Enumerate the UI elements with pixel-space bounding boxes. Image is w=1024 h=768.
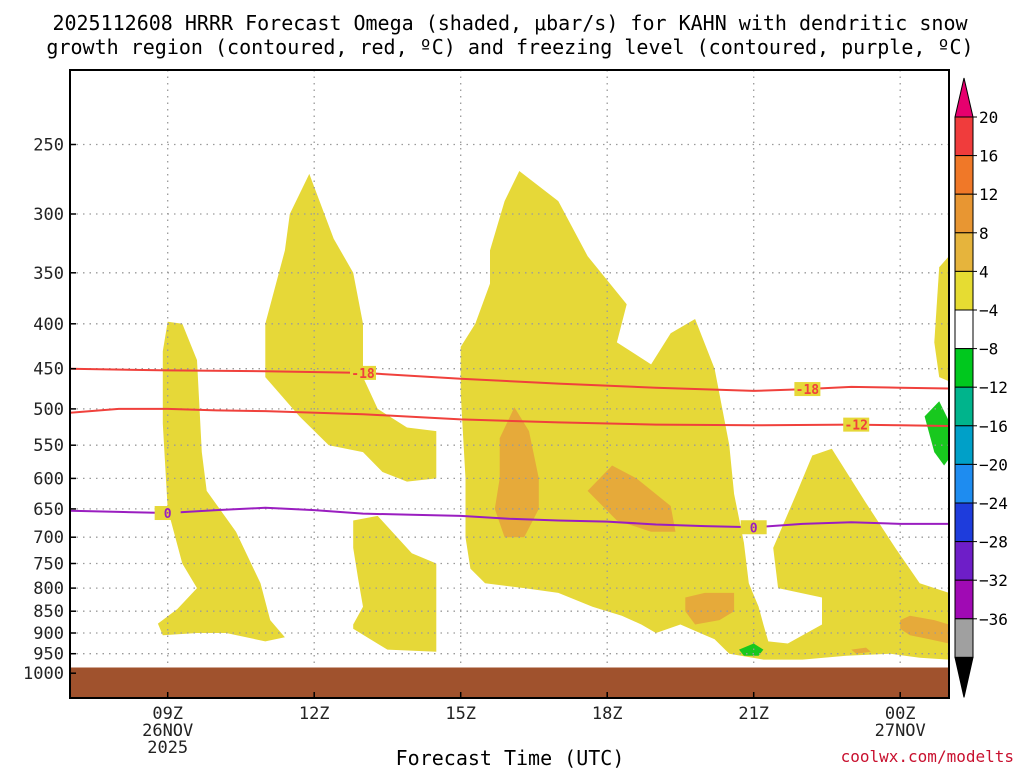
pressure-axis: 2503003504004505005506006507007508008509… bbox=[23, 136, 76, 684]
y-tick-label-850: 850 bbox=[33, 602, 64, 622]
colorbar-label-9: −20 bbox=[979, 455, 1008, 474]
omega-region-2 bbox=[460, 171, 949, 660]
x-tick-label-9-2: 2025 bbox=[147, 738, 188, 758]
colorbar-swatch-8 bbox=[954, 425, 974, 465]
contour-label-bg-2-0 bbox=[154, 506, 181, 521]
chart-title-line2: growth region (contoured, red, ºC) and f… bbox=[46, 35, 973, 59]
contour-label-bg-0-0 bbox=[350, 365, 376, 380]
ground-surface bbox=[70, 667, 949, 698]
x-tick-label-15-0: 15Z bbox=[445, 704, 476, 724]
x-tick-label-24-0: 00Z bbox=[885, 704, 916, 724]
omega-region-1 bbox=[265, 173, 437, 482]
omega-region-10 bbox=[924, 401, 949, 466]
colorbar-top-arrow bbox=[954, 77, 974, 118]
plot-frame bbox=[69, 69, 950, 699]
omega-region-5 bbox=[494, 407, 539, 538]
contour-label-2-0: 0 bbox=[164, 507, 172, 522]
x-tick-label-24-1: 27NOV bbox=[875, 721, 926, 741]
colorbar-swatch-5 bbox=[954, 309, 974, 350]
y-tick-label-250: 250 bbox=[33, 136, 64, 156]
colorbar-swatch-13 bbox=[954, 618, 974, 658]
x-axis-label: Forecast Time (UTC) bbox=[396, 746, 625, 768]
colorbar-swatch-12 bbox=[954, 579, 974, 620]
y-tick-label-500: 500 bbox=[33, 400, 64, 420]
colorbar-label-4: 4 bbox=[979, 262, 989, 281]
contour-label-2-1: 0 bbox=[750, 521, 758, 536]
colorbar: 20 16 12 8 4 −4 −8 −12 −16 −20 −24 −28 −32 −36 bbox=[954, 77, 1008, 698]
colorbar-label-5: −4 bbox=[979, 301, 998, 320]
contour-lines: -18 -18 -12 0 0 bbox=[70, 365, 949, 536]
x-tick-label-18-0: 18Z bbox=[592, 704, 623, 724]
colorbar-label-8: −16 bbox=[979, 417, 1008, 436]
omega-region-11 bbox=[739, 643, 764, 656]
y-tick-label-450: 450 bbox=[33, 360, 64, 380]
omega-region-6 bbox=[587, 465, 676, 532]
y-tick-label-750: 750 bbox=[33, 555, 64, 575]
chart-title-line1: 2025112608 HRRR Forecast Omega (shaded, … bbox=[52, 11, 968, 35]
omega-region-4 bbox=[353, 515, 437, 652]
omega-region-3 bbox=[934, 256, 949, 382]
colorbar-swatch-10 bbox=[954, 502, 974, 543]
contour-label-0-1: -18 bbox=[796, 383, 820, 398]
omega-region-7 bbox=[685, 592, 735, 625]
y-tick-label-350: 350 bbox=[33, 264, 64, 284]
x-tick-label-12-0: 12Z bbox=[299, 704, 330, 724]
y-tick-label-950: 950 bbox=[33, 645, 64, 665]
colorbar-label-0: 20 bbox=[979, 108, 998, 127]
contour-label-bg-2-1 bbox=[740, 520, 767, 535]
colorbar-label-3: 8 bbox=[979, 224, 989, 243]
colorbar-label-2: 12 bbox=[979, 185, 998, 204]
colorbar-label-1: 16 bbox=[979, 147, 998, 166]
contour-label-bg-0-1 bbox=[794, 382, 821, 397]
colorbar-label-10: −24 bbox=[979, 494, 1008, 513]
plot-area: -18 -18 -12 0 0 bbox=[70, 70, 949, 698]
omega-region-9 bbox=[851, 647, 871, 654]
colorbar-label-11: −28 bbox=[979, 533, 1008, 552]
y-tick-label-1000: 1000 bbox=[23, 664, 64, 684]
colorbar-swatch-11 bbox=[954, 541, 974, 581]
x-tick-label-9-0: 09Z bbox=[152, 704, 183, 724]
contour-label-1-0: -12 bbox=[844, 419, 867, 434]
y-tick-label-600: 600 bbox=[33, 469, 64, 489]
contour-line-2 bbox=[70, 506, 949, 529]
colorbar-label-12: −32 bbox=[979, 571, 1008, 590]
x-tick-label-21-0: 21Z bbox=[738, 704, 769, 724]
colorbar-label-6: −8 bbox=[979, 340, 998, 359]
colorbar-swatch-7 bbox=[954, 386, 974, 427]
contour-line-0 bbox=[70, 367, 949, 392]
y-tick-label-900: 900 bbox=[33, 624, 64, 644]
colorbar-bottom-arrow bbox=[954, 656, 974, 698]
y-tick-label-400: 400 bbox=[33, 315, 64, 335]
contour-label-bg-1-0 bbox=[843, 417, 870, 432]
colorbar-swatch-2 bbox=[954, 193, 974, 234]
colorbar-label-7: −12 bbox=[979, 378, 1008, 397]
colorbar-swatch-0 bbox=[954, 116, 974, 157]
colorbar-swatch-4 bbox=[954, 270, 974, 311]
omega-region-0 bbox=[157, 321, 285, 642]
credit-link[interactable]: coolwx.com/modelts bbox=[841, 747, 1014, 766]
omega-region-8 bbox=[900, 615, 949, 644]
y-tick-label-800: 800 bbox=[33, 579, 64, 599]
y-tick-label-650: 650 bbox=[33, 500, 64, 520]
y-tick-label-300: 300 bbox=[33, 205, 64, 225]
y-tick-label-550: 550 bbox=[33, 436, 64, 456]
colorbar-label-13: −36 bbox=[979, 610, 1008, 629]
x-tick-label-9-1: 26NOV bbox=[142, 721, 193, 741]
colorbar-swatch-6 bbox=[954, 348, 974, 388]
colorbar-swatch-3 bbox=[954, 232, 974, 272]
colorbar-swatch-9 bbox=[954, 463, 974, 504]
colorbar-swatch-1 bbox=[954, 155, 974, 195]
grid-lines bbox=[70, 70, 949, 698]
omega-shading bbox=[157, 171, 949, 660]
contour-label-0-0: -18 bbox=[351, 367, 375, 382]
y-tick-label-700: 700 bbox=[33, 528, 64, 548]
